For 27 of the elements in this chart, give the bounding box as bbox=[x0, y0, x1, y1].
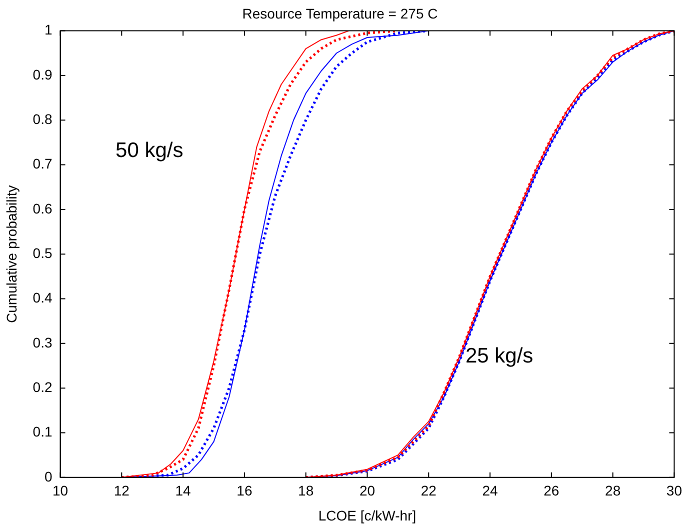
y-tick-label: 0.8 bbox=[32, 110, 52, 127]
x-tick-label: 26 bbox=[544, 482, 560, 499]
y-tick-label: 0.3 bbox=[32, 334, 52, 350]
y-tick-label: 0.1 bbox=[32, 424, 52, 440]
x-tick-label: 10 bbox=[52, 482, 68, 499]
y-tick-label: 1 bbox=[44, 22, 52, 38]
annotation: 25 kg/s bbox=[465, 344, 534, 368]
x-tick-label: 18 bbox=[298, 482, 314, 499]
y-axis-title: Cumulative probability bbox=[3, 185, 20, 323]
y-tick-label: 0 bbox=[44, 468, 52, 484]
x-tick-label: 30 bbox=[666, 482, 682, 499]
x-tick-label: 12 bbox=[114, 482, 130, 499]
y-tick-label: 0.5 bbox=[32, 244, 52, 261]
x-tick-label: 16 bbox=[236, 482, 252, 499]
x-tick-label: 22 bbox=[420, 482, 437, 499]
y-tick-label: 0.4 bbox=[32, 290, 52, 306]
x-tick-label: 28 bbox=[605, 482, 621, 499]
x-axis-title: LCOE [c/kW-hr] bbox=[318, 507, 416, 524]
y-tick-label: 0.7 bbox=[32, 156, 52, 172]
x-tick-label: 14 bbox=[175, 482, 192, 499]
x-tick-label: 20 bbox=[359, 482, 376, 499]
x-tick-label: 24 bbox=[482, 482, 498, 499]
y-tick-label: 0.6 bbox=[32, 200, 52, 216]
y-tick-label: 0.2 bbox=[32, 378, 52, 395]
y-tick-label: 0.9 bbox=[32, 66, 52, 82]
chart-title: Resource Temperature = 275 C bbox=[242, 5, 438, 22]
annotation: 50 kg/s bbox=[116, 139, 184, 162]
